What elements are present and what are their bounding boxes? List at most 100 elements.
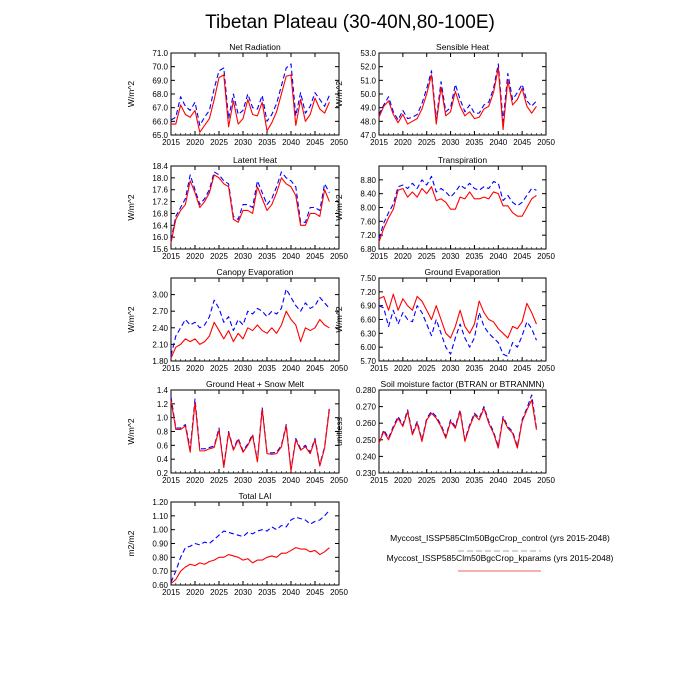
x-tick-label: 2045 bbox=[513, 138, 531, 147]
panel-title: Ground Evaporation bbox=[424, 267, 500, 277]
y-tick-label: 5.70 bbox=[360, 357, 376, 366]
y-tick-label: 47.0 bbox=[360, 131, 376, 140]
x-tick-label: 2045 bbox=[513, 364, 531, 373]
chart-panel-2: Sensible Heat W/m^2 2015 2020 2025 2030 2035 20… bbox=[334, 42, 555, 147]
x-tick-label: 2030 bbox=[234, 364, 252, 373]
series-line-kparams bbox=[170, 310, 330, 359]
x-tick-label: 2020 bbox=[186, 588, 204, 597]
plot-frame bbox=[170, 52, 340, 136]
x-tick-label: 2025 bbox=[210, 364, 228, 373]
y-tick-label: 6.30 bbox=[360, 329, 376, 338]
chart-panel-1: Net Radiation W/m^2 2015 2020 2025 2030 2035 20… bbox=[126, 42, 348, 147]
y-tick-label: 2.70 bbox=[152, 307, 168, 316]
y-tick-label: 1.80 bbox=[152, 357, 168, 366]
plot-frame bbox=[170, 389, 340, 474]
y-tick-label: 6.60 bbox=[360, 316, 376, 325]
x-tick-label: 2050 bbox=[537, 252, 555, 261]
y-tick-label: 68.0 bbox=[152, 90, 168, 99]
y-tick-label: 1.10 bbox=[152, 512, 168, 521]
x-tick-label: 2015 bbox=[162, 476, 180, 485]
x-tick-label: 2020 bbox=[394, 138, 412, 147]
y-tick-label: 1.4 bbox=[157, 386, 169, 395]
x-tick-label: 2040 bbox=[489, 252, 507, 261]
y-tick-label: 16.0 bbox=[152, 233, 168, 242]
panel-title: Transpiration bbox=[438, 155, 488, 165]
y-tick-label: 18.0 bbox=[152, 174, 168, 183]
x-tick-label: 2015 bbox=[162, 138, 180, 147]
chart-panel-4: Transpiration W/m^2 2015 2020 2025 2030 2035 20… bbox=[334, 155, 555, 261]
x-tick-label: 2020 bbox=[394, 252, 412, 261]
series-line-kparams bbox=[378, 399, 538, 449]
x-tick-label: 2050 bbox=[330, 364, 348, 373]
panel-title: Soil moisture factor (BTRAN or BTRANMN) bbox=[381, 379, 545, 389]
y-axis-label: W/m^2 bbox=[126, 418, 136, 444]
x-tick-label: 2045 bbox=[306, 252, 324, 261]
y-tick-label: 0.230 bbox=[356, 469, 377, 478]
x-tick-label: 2045 bbox=[513, 252, 531, 261]
x-tick-label: 2015 bbox=[370, 138, 388, 147]
x-tick-label: 2035 bbox=[258, 364, 276, 373]
series-line-control bbox=[170, 288, 330, 356]
y-tick-label: 0.270 bbox=[356, 403, 377, 412]
x-tick-label: 2030 bbox=[442, 138, 460, 147]
series-line-control bbox=[170, 63, 330, 126]
x-tick-label: 2040 bbox=[282, 138, 300, 147]
series-line-kparams bbox=[170, 174, 330, 244]
y-tick-label: 67.0 bbox=[152, 104, 168, 113]
y-tick-label: 7.20 bbox=[360, 231, 376, 240]
y-tick-label: 1.0 bbox=[157, 414, 169, 423]
x-tick-label: 2025 bbox=[210, 252, 228, 261]
x-tick-label: 2030 bbox=[234, 476, 252, 485]
y-axis-label: W/m^2 bbox=[334, 306, 344, 332]
x-tick-label: 2030 bbox=[442, 476, 460, 485]
panel-title: Canopy Evaporation bbox=[216, 267, 293, 277]
x-tick-label: 2050 bbox=[330, 252, 348, 261]
x-tick-label: 2015 bbox=[370, 476, 388, 485]
x-tick-label: 2015 bbox=[370, 252, 388, 261]
figure-title: Tibetan Plateau (30-40N,80-100E) bbox=[205, 12, 495, 33]
series-line-kparams bbox=[171, 74, 330, 133]
y-tick-label: 69.0 bbox=[152, 76, 168, 85]
y-tick-label: 52.0 bbox=[360, 63, 376, 72]
y-axis-label: W/m^2 bbox=[334, 81, 344, 107]
chart-panel-8: Soil moisture factor (BTRAN or BTRANMN) u… bbox=[334, 379, 555, 485]
series-line-kparams bbox=[170, 400, 330, 472]
series-line-control bbox=[378, 63, 537, 122]
panel-title: Total LAI bbox=[238, 491, 271, 501]
x-tick-label: 2040 bbox=[282, 364, 300, 373]
plot-frame bbox=[378, 165, 547, 250]
x-tick-label: 2020 bbox=[186, 364, 204, 373]
y-tick-label: 8.00 bbox=[360, 204, 376, 213]
y-tick-label: 1.20 bbox=[152, 498, 168, 507]
y-tick-label: 53.0 bbox=[360, 49, 376, 58]
x-tick-label: 2030 bbox=[442, 252, 460, 261]
y-tick-label: 0.90 bbox=[152, 540, 168, 549]
y-axis-label: W/m^2 bbox=[334, 194, 344, 220]
x-tick-label: 2035 bbox=[258, 588, 276, 597]
x-tick-label: 2025 bbox=[210, 476, 228, 485]
series-line-control bbox=[170, 509, 330, 583]
x-tick-label: 2025 bbox=[418, 476, 436, 485]
y-axis-label: W/m^2 bbox=[126, 306, 136, 332]
y-tick-label: 2.40 bbox=[152, 324, 168, 333]
x-tick-label: 2040 bbox=[282, 476, 300, 485]
x-tick-label: 2045 bbox=[306, 364, 324, 373]
y-tick-label: 6.00 bbox=[360, 343, 376, 352]
y-tick-label: 0.8 bbox=[157, 428, 169, 437]
x-tick-label: 2035 bbox=[466, 364, 484, 373]
y-tick-label: 2.10 bbox=[152, 340, 168, 349]
y-axis-label: m2/m2 bbox=[126, 530, 136, 556]
y-tick-label: 0.80 bbox=[152, 553, 168, 562]
x-tick-label: 2050 bbox=[330, 476, 348, 485]
x-tick-label: 2030 bbox=[442, 364, 460, 373]
y-tick-label: 51.0 bbox=[360, 76, 376, 85]
legend: Myccost_ISSP585Clm50BgcCrop_control (yrs… bbox=[387, 533, 614, 572]
x-tick-label: 2035 bbox=[466, 252, 484, 261]
panel-title: Sensible Heat bbox=[436, 42, 490, 52]
x-tick-label: 2045 bbox=[513, 476, 531, 485]
x-tick-label: 2040 bbox=[282, 252, 300, 261]
y-tick-label: 7.50 bbox=[360, 274, 376, 283]
chart-panel-7: Ground Heat + Snow Melt W/m^2 2015 2020 2025… bbox=[126, 379, 348, 485]
x-tick-label: 2035 bbox=[466, 476, 484, 485]
y-tick-label: 0.240 bbox=[356, 452, 377, 461]
